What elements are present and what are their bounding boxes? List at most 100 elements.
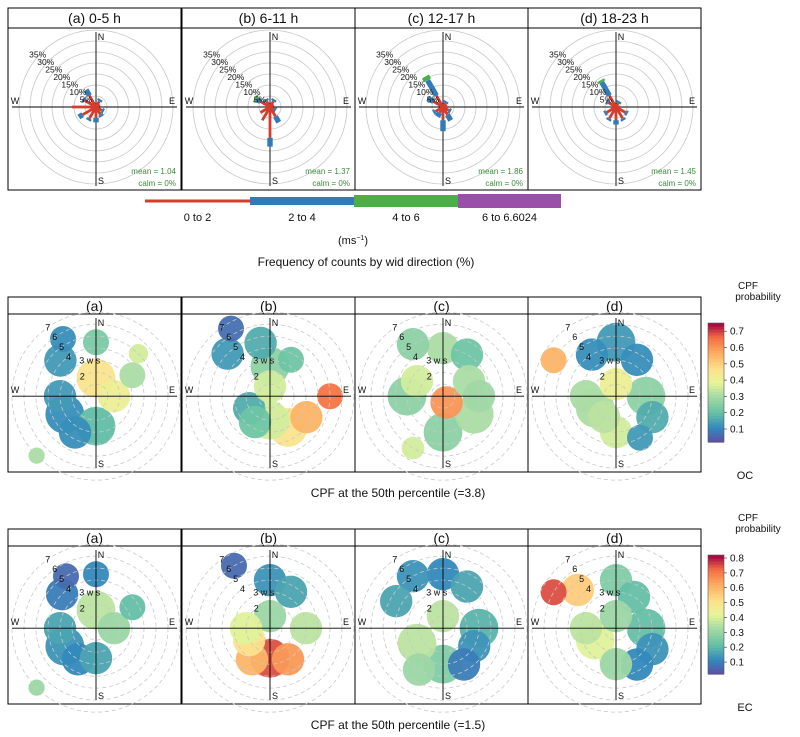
legend-swatch-1 — [250, 197, 354, 205]
colorbar-segment — [708, 394, 724, 398]
cpf-cell — [636, 401, 669, 434]
colorbar-segment — [708, 337, 724, 342]
legend-label: 2 to 4 — [288, 212, 316, 224]
colorbar-segment — [708, 581, 724, 586]
colorbar-segment — [708, 433, 724, 437]
colorbar-frame — [707, 554, 725, 675]
direction-label-n: N — [272, 32, 279, 42]
colorbar-segment — [708, 605, 724, 610]
windrose-calm: calm = 0% — [658, 179, 696, 188]
cpf-ring-label: 2 — [80, 372, 85, 382]
colorbar-segment — [708, 382, 724, 387]
cpf-panel-title: (d) — [606, 530, 623, 546]
cpf-ring-label: 6 — [399, 332, 404, 342]
windrose-radial-label: 25% — [392, 64, 409, 74]
cpf-ring-label: 3 w s — [79, 356, 101, 366]
windrose-radial-label: 5% — [427, 94, 440, 104]
colorbar-segment — [708, 584, 724, 589]
unit-label-base: (ms — [338, 235, 357, 247]
legend-label: 0 to 2 — [184, 212, 212, 224]
windrose-spoke-180-bin-1 — [267, 137, 273, 147]
windrose-panel-title: (a) 0-5 h — [68, 10, 121, 26]
colorbar-segment — [708, 590, 724, 595]
cpf-ring-label: 2 — [254, 372, 259, 382]
windrose-spoke-30-bin-1 — [442, 99, 449, 105]
direction-label-n: N — [272, 318, 279, 328]
colorbar-segment — [708, 427, 724, 431]
colorbar-tick-label: 0.2 — [730, 408, 744, 419]
direction-label-e: E — [343, 385, 349, 395]
cpf-ring-label: 7 — [45, 554, 50, 564]
cpf-panel-title: (d) — [606, 298, 623, 314]
direction-label-w: W — [358, 617, 367, 627]
direction-label-w: W — [185, 385, 194, 395]
windrose-spoke-150-bin-1 — [620, 117, 626, 122]
species-label: EC — [737, 702, 752, 714]
colorbar-segment — [708, 611, 724, 616]
colorbar-segment — [708, 671, 724, 675]
windrose-panel-title: (c) 12-17 h — [408, 10, 476, 26]
cpf-ring-label: 4 — [586, 584, 591, 594]
cpf-ring-label: 6 — [399, 564, 404, 574]
direction-label-e: E — [516, 617, 522, 627]
windrose-mean: mean = 1.04 — [131, 167, 176, 176]
cpf-ring-label: 2 — [427, 372, 432, 382]
cpf-ring — [11, 311, 181, 481]
colorbar-segment — [708, 623, 724, 627]
windrose-spoke-300-bin-1 — [605, 99, 610, 105]
cpf-cell — [53, 563, 79, 590]
cpf-ring — [11, 543, 181, 713]
windrose-radial-label: 20% — [573, 72, 590, 82]
cpf-ring-label: 5 — [579, 574, 584, 584]
colorbar-segment — [708, 635, 724, 639]
windrose-spoke-180-bin-1 — [93, 118, 99, 123]
windrose-calm: calm = 0% — [312, 179, 350, 188]
cpf-ring-label: 6 — [52, 564, 57, 574]
cpf-ring-label: 4 — [66, 352, 71, 362]
cpf-ring-label: 4 — [240, 584, 245, 594]
cpf-cell — [50, 326, 76, 352]
windrose-radial-label: 20% — [53, 72, 70, 82]
colorbar-title: probability — [735, 524, 781, 535]
windrose-panel-title: (b) 6-11 h — [239, 10, 299, 26]
colorbar-segment — [708, 617, 724, 622]
windrose-spoke-300-bin-1 — [255, 97, 262, 104]
windrose-spoke-30-bin-1 — [615, 99, 622, 105]
cpf-cell — [211, 337, 244, 370]
colorbar-segment — [708, 626, 724, 630]
cpf-ring-label: 3 w s — [79, 588, 101, 598]
colorbar-title: CPF — [738, 281, 758, 292]
direction-label-n: N — [272, 550, 279, 560]
windrose-radial-label: 15% — [408, 79, 425, 89]
cpf-ring-label: 3 w s — [599, 588, 621, 598]
colorbar-segment — [708, 326, 724, 330]
colorbar-segment — [708, 340, 724, 345]
cpf-ring-label: 7 — [565, 554, 570, 564]
windrose-spoke-180-bin-1 — [440, 120, 446, 132]
cpf-cell — [396, 560, 430, 593]
windrose-spoke-210-bin-0 — [608, 106, 618, 120]
direction-label-w: W — [358, 385, 367, 395]
direction-label-n: N — [98, 318, 105, 328]
cpf-cell — [244, 326, 277, 360]
windrose-radial-label: 30% — [557, 57, 574, 67]
direction-label-w: W — [11, 96, 20, 106]
colorbar-segment — [708, 653, 724, 657]
windrose-spoke-300-bin-1 — [81, 97, 86, 103]
colorbar-segment — [708, 647, 724, 651]
cpf-cell — [278, 346, 304, 373]
windrose-spoke-240-bin-1 — [432, 109, 437, 115]
cpf-panel-title: (a) — [86, 298, 103, 314]
section-caption: CPF at the 50th percentile (=3.8) — [311, 486, 485, 500]
cpf-cell — [119, 594, 146, 621]
colorbar-segment — [708, 650, 724, 654]
direction-label-e: E — [343, 96, 349, 106]
windrose-radial-label: 30% — [384, 57, 401, 67]
windrose-spoke-330-bin-2 — [421, 74, 432, 83]
colorbar-segment — [708, 558, 724, 562]
colorbar-tick-label: 0.1 — [730, 658, 744, 669]
cpf-ring-label: 5 — [233, 574, 238, 584]
cpf-ring-label: 4 — [586, 352, 591, 362]
direction-label-w: W — [11, 617, 20, 627]
colorbar-segment — [708, 364, 724, 369]
